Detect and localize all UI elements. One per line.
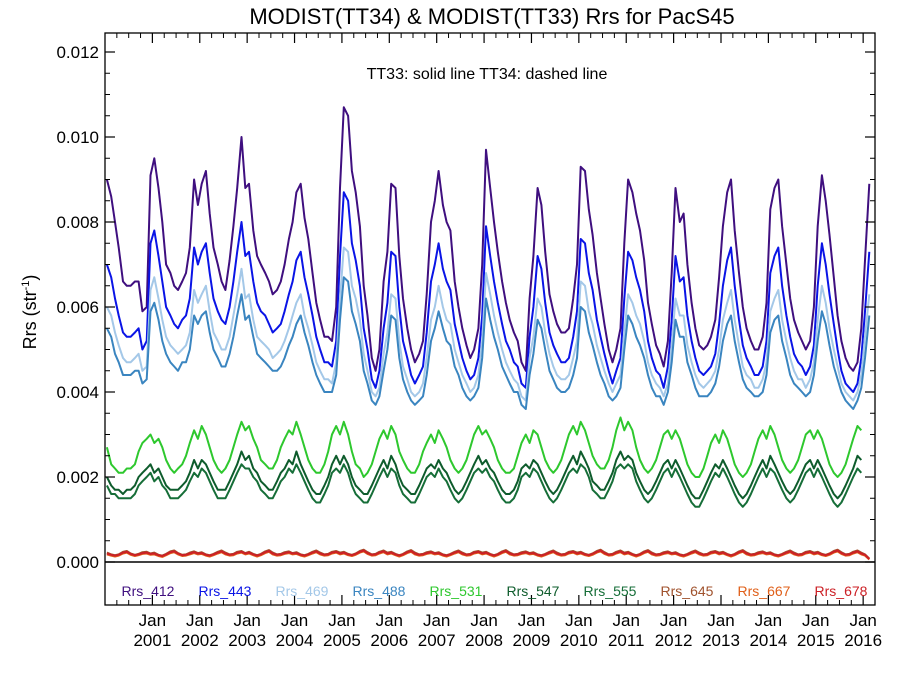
chart-title: MODIST(TT34) & MODIST(TT33) Rrs for PacS…: [249, 4, 734, 29]
legend-entry-rrs_645: Rrs_645: [661, 583, 714, 599]
series-line-rrs_547: [106, 450, 863, 500]
legend-entry-rrs_469: Rrs_469: [276, 583, 329, 599]
x-tick-month: Jan: [707, 611, 734, 630]
x-tick-month: Jan: [613, 611, 640, 630]
x-tick-year: 2012: [655, 631, 693, 650]
x-tick-year: 2002: [181, 631, 219, 650]
x-tick-month: Jan: [518, 611, 545, 630]
legend-entry-rrs_678: Rrs_678: [815, 583, 868, 599]
x-tick-year: 2003: [228, 631, 266, 650]
y-tick-label: 0.006: [56, 298, 99, 317]
y-tick-label: 0.004: [56, 383, 99, 402]
legend-entry-rrs_443: Rrs_443: [199, 583, 252, 599]
x-tick-year: 2008: [465, 631, 503, 650]
y-tick-label: 0.012: [56, 43, 99, 62]
x-tick-year: 2001: [133, 631, 171, 650]
legend-entry-rrs_555: Rrs_555: [584, 583, 637, 599]
y-axis-label-close: ): [20, 275, 40, 281]
x-tick-month: Jan: [755, 611, 782, 630]
x-tick-year: 2016: [844, 631, 882, 650]
ticks-layer: 0.0000.0020.0040.0060.0080.0100.012Jan20…: [56, 33, 882, 650]
legend-entry-rrs_531: Rrs_531: [430, 583, 483, 599]
series-line-rrs_469: [106, 246, 871, 402]
x-tick-month: Jan: [328, 611, 355, 630]
y-axis-label-superscript: -1: [20, 281, 32, 291]
y-tick-label: 0.008: [56, 213, 99, 232]
x-tick-year: 2006: [370, 631, 408, 650]
series-layer: [105, 106, 871, 561]
x-tick-month: Jan: [802, 611, 829, 630]
y-axis-label-text: Rrs (str: [20, 290, 40, 349]
y-tick-label: 0.002: [56, 468, 99, 487]
x-tick-month: Jan: [423, 611, 450, 630]
legend-layer: Rrs_412 Rrs_443 Rrs_469 Rrs_488 Rrs_531 Rrs_5…: [122, 583, 868, 599]
y-axis-label: Rrs (str-1): [20, 275, 40, 350]
x-tick-month: Jan: [565, 611, 592, 630]
x-tick-year: 2005: [323, 631, 361, 650]
x-tick-month: Jan: [849, 611, 876, 630]
line-style-annotation: TT33: solid line TT34: dashed line: [367, 66, 608, 83]
legend-entry-rrs_488: Rrs_488: [353, 583, 406, 599]
x-tick-year: 2010: [560, 631, 598, 650]
series-line-rrs_678: [106, 549, 870, 560]
series-line-rrs_531: [105, 416, 863, 478]
x-tick-month: Jan: [233, 611, 260, 630]
x-tick-month: Jan: [470, 611, 497, 630]
series-line-rrs_555: [106, 463, 863, 508]
legend-entry-rrs_412: Rrs_412: [122, 583, 175, 599]
x-tick-month: Jan: [376, 611, 403, 630]
legend-entry-rrs_547: Rrs_547: [507, 583, 560, 599]
x-tick-month: Jan: [139, 611, 166, 630]
series-line-rrs_412: [105, 106, 871, 372]
series-line-rrs_488: [106, 276, 871, 410]
y-tick-label: 0.000: [56, 553, 99, 572]
x-tick-year: 2013: [702, 631, 740, 650]
x-tick-year: 2015: [797, 631, 835, 650]
series-line-rrs_443: [105, 191, 871, 393]
x-tick-year: 2004: [276, 631, 314, 650]
x-tick-year: 2007: [418, 631, 456, 650]
x-tick-month: Jan: [660, 611, 687, 630]
x-tick-year: 2011: [608, 631, 645, 650]
x-tick-month: Jan: [281, 611, 308, 630]
y-tick-label: 0.010: [56, 128, 99, 147]
x-tick-year: 2009: [513, 631, 551, 650]
x-tick-month: Jan: [186, 611, 213, 630]
x-tick-year: 2014: [749, 631, 787, 650]
plot-frame: [104, 32, 876, 606]
legend-entry-rrs_667: Rrs_667: [738, 583, 791, 599]
